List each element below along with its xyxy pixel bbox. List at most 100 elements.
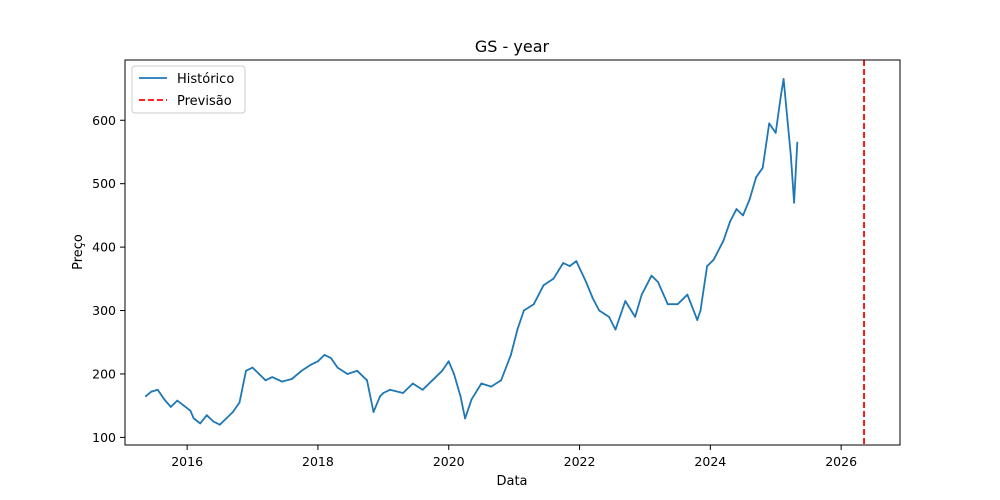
data-point xyxy=(657,281,659,283)
data-point xyxy=(453,373,455,375)
data-point xyxy=(330,357,332,359)
data-point xyxy=(431,379,434,382)
data-point xyxy=(356,369,359,372)
data-point xyxy=(176,399,179,402)
data-point xyxy=(232,411,234,413)
data-point xyxy=(699,309,702,312)
data-point xyxy=(608,316,610,318)
data-point xyxy=(382,392,385,394)
data-point xyxy=(774,132,777,134)
data-point xyxy=(598,309,601,312)
data-point xyxy=(310,363,313,366)
y-tick-label: 500 xyxy=(92,176,116,191)
y-axis-label: Preço xyxy=(71,234,86,270)
data-point xyxy=(789,154,792,157)
data-point xyxy=(251,366,254,369)
data-point xyxy=(523,309,525,312)
data-point xyxy=(389,388,391,391)
data-point xyxy=(379,395,381,398)
data-point xyxy=(317,360,319,363)
data-point xyxy=(441,369,444,372)
data-point xyxy=(686,293,689,296)
data-point xyxy=(183,404,185,407)
y-tick-label: 600 xyxy=(92,113,116,128)
data-point xyxy=(624,300,627,302)
x-axis: 2016 2018 2020 2022 2024 2026 xyxy=(171,445,857,469)
legend-label-historico: Histórico xyxy=(177,72,234,87)
data-point xyxy=(532,303,535,306)
data-point xyxy=(459,395,462,398)
data-point xyxy=(150,390,153,393)
data-point xyxy=(748,198,751,201)
x-tick-label: 2026 xyxy=(825,454,857,469)
data-point xyxy=(281,380,283,383)
data-point xyxy=(447,360,450,363)
y-tick-label: 400 xyxy=(92,240,116,255)
data-point xyxy=(421,388,424,391)
y-axis: 100 200 300 400 500 600 xyxy=(92,113,125,445)
data-point xyxy=(372,411,375,413)
data-point xyxy=(666,303,669,306)
data-point xyxy=(199,422,202,425)
data-point xyxy=(169,406,172,408)
data-point xyxy=(366,379,368,382)
data-point xyxy=(402,392,404,394)
data-point xyxy=(238,401,241,404)
plot-area xyxy=(124,59,901,446)
data-point xyxy=(634,316,636,318)
data-point xyxy=(205,414,208,417)
x-tick-label: 2020 xyxy=(433,454,465,469)
data-point xyxy=(218,423,221,426)
data-point xyxy=(782,78,785,80)
x-tick-label: 2016 xyxy=(171,454,203,469)
data-point xyxy=(300,369,303,372)
data-point xyxy=(464,417,466,420)
y-tick-label: 100 xyxy=(92,430,116,445)
x-tick-label: 2024 xyxy=(694,454,726,469)
x-axis-label: Data xyxy=(496,474,527,489)
data-point xyxy=(516,328,519,331)
data-point xyxy=(264,379,267,382)
x-tick-label: 2018 xyxy=(302,454,334,469)
data-point xyxy=(796,141,799,144)
data-point xyxy=(768,122,771,125)
data-point xyxy=(542,284,545,287)
data-point xyxy=(500,379,502,382)
data-point xyxy=(676,303,679,306)
chart-title: GS - year xyxy=(475,37,550,56)
data-point xyxy=(614,328,617,331)
data-point xyxy=(793,201,795,204)
data-point xyxy=(562,262,565,264)
data-point xyxy=(510,354,512,356)
data-point xyxy=(722,239,725,242)
data-point xyxy=(568,265,571,267)
data-point xyxy=(336,366,339,369)
axes-frame xyxy=(124,59,901,446)
data-point xyxy=(712,258,715,261)
data-point xyxy=(742,214,744,217)
data-point xyxy=(735,208,738,211)
data-point xyxy=(729,220,731,223)
data-point xyxy=(761,166,764,169)
data-point xyxy=(323,354,326,356)
data-point xyxy=(258,373,260,375)
data-point xyxy=(755,176,757,179)
data-point xyxy=(706,265,708,267)
legend: Histórico Previsão xyxy=(131,65,246,114)
data-point xyxy=(411,382,414,385)
y-tick-label: 300 xyxy=(92,303,116,318)
data-point xyxy=(780,94,782,96)
data-point xyxy=(786,119,789,122)
legend-label-previsao: Previsão xyxy=(177,94,232,109)
data-point xyxy=(192,417,195,420)
data-point xyxy=(480,382,483,385)
series-line-historico xyxy=(145,78,799,426)
data-point xyxy=(552,277,555,280)
x-tick-label: 2022 xyxy=(564,454,596,469)
data-point xyxy=(640,293,643,296)
data-point xyxy=(271,376,274,378)
data-point xyxy=(696,319,699,321)
series-layer xyxy=(145,60,865,445)
y-tick-label: 200 xyxy=(92,366,116,381)
